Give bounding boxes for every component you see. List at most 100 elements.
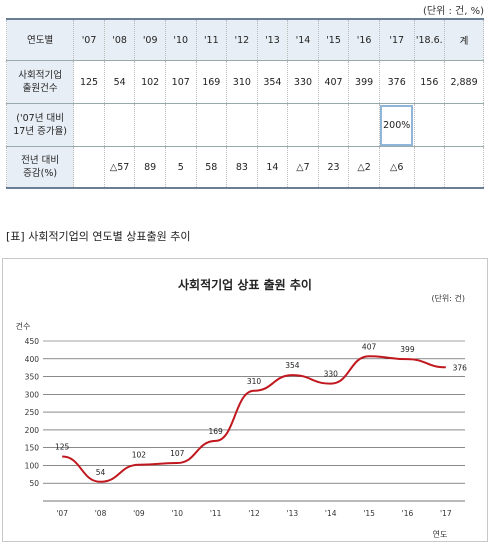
header-cell: 계: [444, 18, 484, 61]
data-label: 310: [247, 377, 262, 386]
table-cell: 102: [134, 60, 166, 104]
table-cell: [226, 103, 258, 147]
x-tick-label: '10: [171, 509, 183, 518]
data-label: 376: [453, 363, 468, 372]
y-tick-label: 250: [25, 408, 40, 417]
table-cell: △57: [103, 146, 136, 189]
table-cell: 54: [103, 60, 136, 104]
table-cell: [134, 103, 166, 147]
row-label: 전년 대비 증감(%): [5, 146, 75, 189]
y-tick-label: 150: [25, 444, 40, 453]
grid-layer: 50 100 150 200 250 300 350 400 450 '07 '08 '09 '10 '1…: [25, 337, 465, 518]
table-cell: 2,889: [444, 60, 484, 104]
table-cell: △6: [378, 146, 415, 189]
table-cell: 23: [317, 146, 350, 189]
header-cell: '11: [195, 18, 228, 61]
table-cell: 376: [378, 60, 415, 104]
table-cell: △7: [287, 146, 319, 189]
table-cell: 83: [226, 146, 258, 189]
header-cell: '12: [226, 18, 258, 61]
x-tick-label: '07: [56, 509, 68, 518]
table-row: 사회적기업 출원건수 125 54 102 107 169 310 354 330 407 399 37…: [5, 60, 484, 104]
table-cell: 169: [195, 60, 228, 104]
table-cell: [103, 103, 136, 147]
table-caption: [표] 사회적기업의 연도별 상표출원 추이: [6, 230, 191, 243]
y-tick-label: 400: [25, 355, 40, 364]
table-row: ('07년 대비 17년 증가율) 200%: [5, 103, 484, 147]
row-label-line: ('07년 대비: [16, 113, 64, 124]
y-tick-label: 350: [25, 373, 40, 382]
data-label: 354: [285, 361, 300, 370]
x-tick-label: '15: [363, 509, 375, 518]
table-cell: 14: [256, 146, 289, 189]
table-row: 전년 대비 증감(%) △57 89 5 58 83 14 △7 23 △2 △6: [5, 146, 484, 189]
table-cell: [348, 103, 380, 147]
row-label-line: 사회적기업: [18, 70, 62, 81]
x-tick-label: '14: [325, 509, 337, 518]
table-cell: 310: [226, 60, 258, 104]
table-cell: 125: [73, 60, 105, 104]
series-layer: [62, 355, 446, 483]
y-axis-label: 건수: [16, 321, 31, 331]
y-tick-label: 300: [25, 390, 40, 399]
series-line: [62, 355, 446, 483]
data-label: 107: [170, 449, 185, 458]
x-tick-label: '17: [440, 509, 452, 518]
stats-table: 연도별 '07'08'09'10'11'12'13'14'15'16'17'18.…: [5, 18, 484, 189]
table-cell: [256, 103, 289, 147]
data-label: 399: [400, 345, 415, 354]
row-label: ('07년 대비 17년 증가율): [5, 103, 75, 147]
header-cell: '08: [103, 18, 136, 61]
table-cell: [73, 103, 105, 147]
x-tick-label: '12: [248, 509, 260, 518]
y-tick-label: 450: [25, 337, 40, 346]
header-cell: '07: [73, 18, 105, 61]
chart-title: 사회적기업 상표 출원 추이: [178, 277, 312, 292]
table-header-row: 연도별 '07'08'09'10'11'12'13'14'15'16'17'18.…: [5, 18, 484, 61]
chart-unit: (단위: 건): [431, 293, 465, 303]
line-chart: 사회적기업 상표 출원 추이 (단위: 건) 건수 연도 50 100 150 200…: [16, 277, 468, 539]
header-cell: '09: [134, 18, 166, 61]
table-cell: 407: [317, 60, 350, 104]
table-cell: △2: [348, 146, 380, 189]
table-cell: 89: [134, 146, 166, 189]
label-layer: 125 54 102 107 169 310 354 330 407 399 376: [55, 342, 467, 477]
data-label: 330: [324, 370, 339, 379]
header-cell: '16: [348, 18, 380, 61]
data-label: 102: [132, 451, 147, 460]
table-cell: 354: [256, 60, 289, 104]
x-tick-label: '11: [210, 509, 222, 518]
table-cell: [317, 103, 350, 147]
table-cell: [413, 146, 446, 189]
row-label-line: 17년 증가율): [13, 126, 68, 137]
table-cell: 5: [164, 146, 197, 189]
header-cell: '15: [317, 18, 350, 61]
x-tick-label: '16: [402, 509, 414, 518]
table-cell: 107: [164, 60, 197, 104]
table-cell: [444, 146, 484, 189]
row-label-line: 전년 대비: [21, 155, 60, 166]
table-cell: 399: [348, 60, 380, 104]
header-cell: '14: [287, 18, 319, 61]
table-cell: 200%: [378, 103, 415, 147]
y-tick-label: 200: [25, 426, 40, 435]
header-cell: '10: [164, 18, 197, 61]
x-tick-label: '08: [95, 509, 107, 518]
table-cell: 330: [287, 60, 319, 104]
x-tick-label: '09: [133, 509, 145, 518]
table-cell: [413, 103, 446, 147]
table-unit-note: (단위 : 건, %): [423, 6, 484, 17]
table-cell: [444, 103, 484, 147]
y-tick-label: 50: [29, 479, 39, 488]
header-label: 연도별: [5, 18, 75, 61]
table-cell: [195, 103, 228, 147]
table-cell: 156: [413, 60, 446, 104]
data-label: 125: [55, 443, 70, 452]
header-cell: '17: [378, 18, 415, 61]
y-tick-label: 100: [25, 461, 40, 470]
header-cell: '18.6.: [413, 18, 446, 61]
data-label: 169: [208, 427, 223, 436]
row-label-line: 출원건수: [22, 83, 58, 94]
data-label: 54: [96, 468, 106, 477]
